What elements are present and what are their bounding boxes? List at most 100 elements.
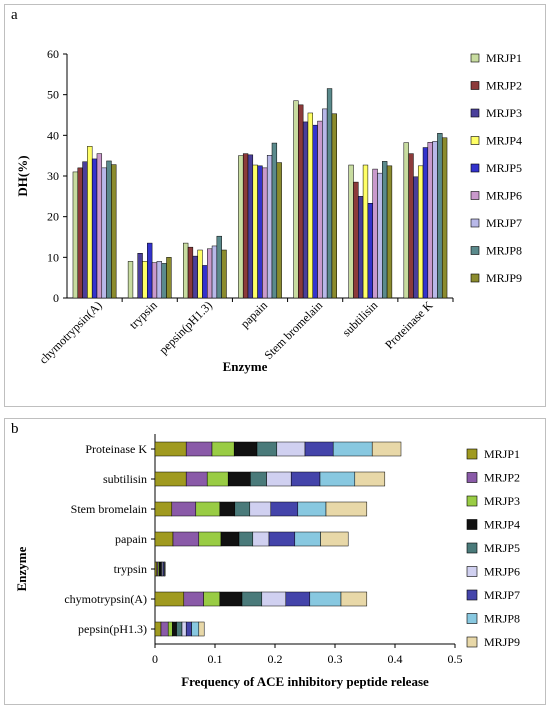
legend-label: MRJP6 <box>486 189 522 203</box>
bar-segment <box>261 591 287 607</box>
bar <box>367 202 373 299</box>
x-tick-label: 0.5 <box>448 652 463 666</box>
bar-segment <box>290 471 321 487</box>
ace-stacked-bar-chart: 0 0.1 0.2 0.3 0.4 0.5 Frequency of ACE inhibit… <box>14 434 520 689</box>
panel-label-b: b <box>11 421 19 437</box>
bar-segment <box>252 531 270 547</box>
x-category-label: trypsin <box>126 298 159 331</box>
legend-label: MRJP1 <box>486 51 522 65</box>
legend-label: MRJP2 <box>486 79 522 93</box>
bar-segment <box>268 531 296 547</box>
bar <box>432 141 438 299</box>
y-tick-label: 60 <box>47 47 59 61</box>
bar <box>353 181 359 299</box>
bar <box>317 120 323 299</box>
bar-segment <box>304 441 334 457</box>
panel-label-a: a <box>11 7 18 23</box>
x-category-label: pepsin(pH1.3) <box>156 298 215 357</box>
legend-swatch <box>470 218 480 228</box>
bar <box>192 255 198 299</box>
bar <box>202 265 208 299</box>
legend-label: MRJP4 <box>486 134 522 148</box>
x-tick-label: 0.1 <box>208 652 223 666</box>
bar <box>386 165 393 299</box>
bar-segment <box>154 561 158 577</box>
y-axis-title: Enzyme <box>14 546 29 591</box>
bar-segment <box>164 561 166 577</box>
bar <box>187 246 194 299</box>
bar-segment <box>195 501 221 517</box>
bar-segment <box>234 501 251 517</box>
legend-label: MRJP6 <box>484 565 520 579</box>
bar-segment <box>183 591 204 607</box>
bar <box>151 262 158 299</box>
bar <box>142 261 148 299</box>
legend-swatch <box>470 163 480 173</box>
bar <box>266 155 273 299</box>
bar-segment <box>172 531 200 547</box>
x-category-label: chymotrypsin(A) <box>36 298 104 366</box>
bar-segment <box>198 621 205 637</box>
y-tick-label: 0 <box>53 291 59 305</box>
bar-segment <box>203 591 221 607</box>
legend-label: MRJP7 <box>484 588 520 602</box>
x-axis-title: Frequency of ACE inhibitory peptide rele… <box>181 674 429 689</box>
bar <box>72 171 79 299</box>
y-tick-label: 50 <box>47 88 59 102</box>
bar <box>262 167 268 299</box>
bar <box>276 162 282 299</box>
bar <box>312 124 318 299</box>
bar-segment <box>285 591 311 607</box>
legend-swatch <box>466 448 478 460</box>
bar <box>348 164 354 299</box>
legend-label: MRJP3 <box>484 494 520 508</box>
legend-label: MRJP5 <box>484 541 520 555</box>
bar-segment <box>227 471 251 487</box>
bar <box>77 167 83 299</box>
bar <box>247 154 254 299</box>
legend-label: MRJP2 <box>484 471 520 485</box>
bar-segment <box>319 471 356 487</box>
bar-segment <box>219 501 236 517</box>
bar-segment <box>191 621 200 637</box>
y-category-label: subtilisin <box>103 472 147 486</box>
bar-segment <box>294 531 321 547</box>
bar <box>257 165 263 299</box>
y-tick-label: 40 <box>47 128 59 142</box>
bar-segment <box>176 621 183 637</box>
bar-segment <box>154 591 185 607</box>
legend-swatch <box>470 273 480 283</box>
y-category-label: trypsin <box>114 562 147 576</box>
bar <box>377 172 383 299</box>
bar-segment <box>371 441 402 457</box>
bar <box>362 164 369 299</box>
bar <box>427 141 433 299</box>
bar <box>417 165 424 299</box>
bar-segment <box>266 471 292 487</box>
bar <box>238 155 244 299</box>
bar <box>326 88 333 299</box>
legend-label: MRJP5 <box>486 161 522 175</box>
bar <box>413 176 419 299</box>
bar-segment <box>297 501 327 517</box>
bar-segment <box>340 591 368 607</box>
bar <box>307 112 313 299</box>
legend-swatch <box>466 495 478 507</box>
legend-swatch <box>466 542 478 554</box>
bar <box>422 147 429 299</box>
y-category-label: chymotrypsin(A) <box>64 592 147 606</box>
bar-segment <box>154 531 174 547</box>
bar <box>197 249 203 299</box>
legend-label: MRJP8 <box>484 612 520 626</box>
legend-swatch <box>466 566 478 577</box>
bar-segment <box>171 501 197 517</box>
legend-swatch <box>470 81 480 90</box>
bar <box>358 196 364 299</box>
bar <box>271 142 278 299</box>
bar <box>382 161 388 299</box>
bar <box>82 161 88 299</box>
bar-segment <box>172 621 177 637</box>
x-category-label: subtilisin <box>339 298 380 339</box>
legend-label: MRJP7 <box>486 216 522 230</box>
legend-label: MRJP8 <box>486 244 522 258</box>
